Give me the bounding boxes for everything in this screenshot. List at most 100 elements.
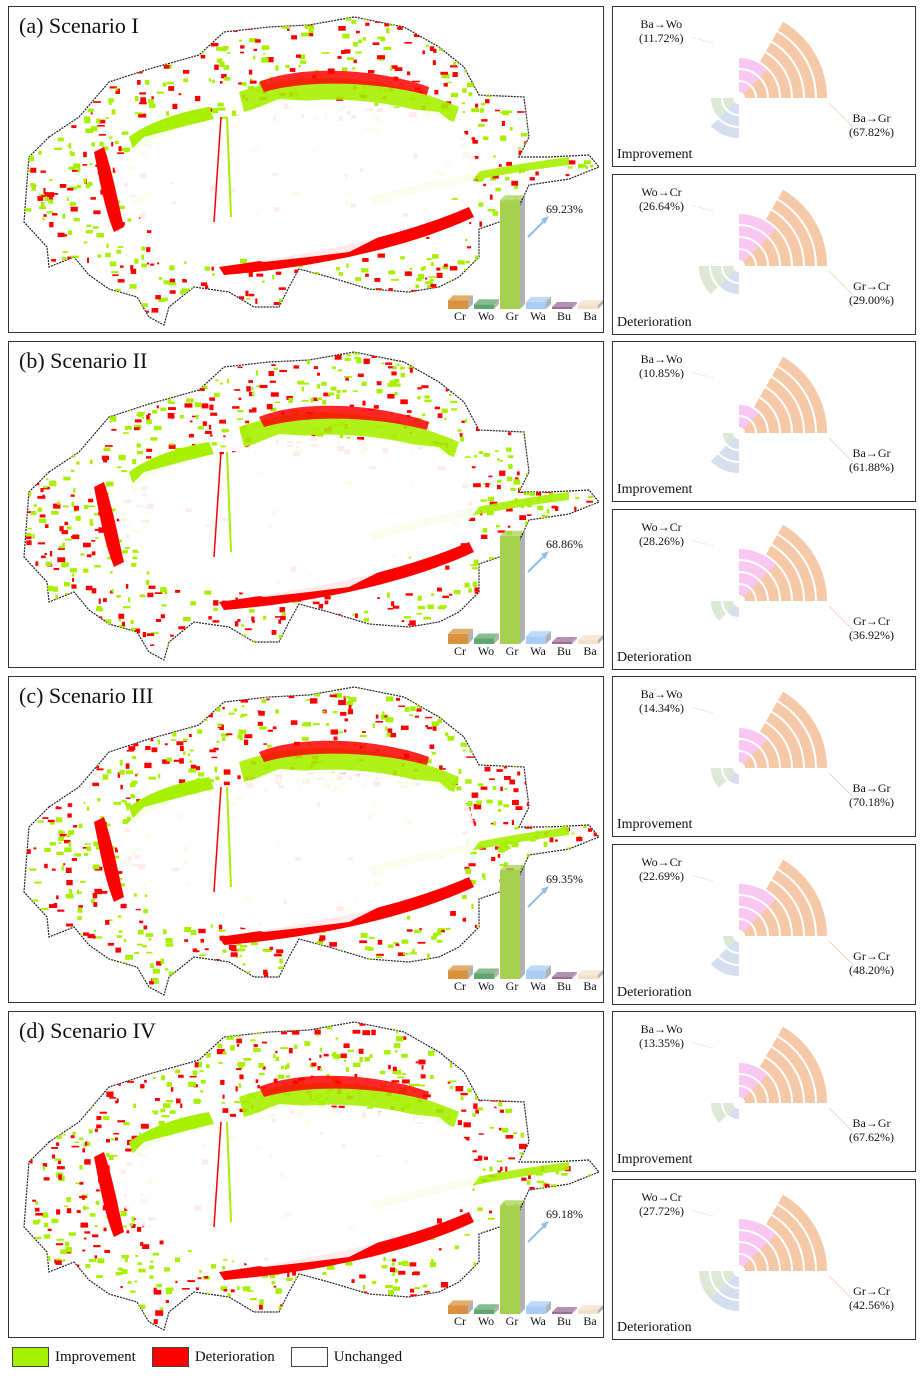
bar-Cr: [448, 628, 473, 644]
bar-top: [552, 302, 577, 307]
rose-ring: [766, 545, 803, 601]
rose-label-minor: Wo→Cr (27.72%): [639, 1190, 684, 1218]
rose-ring: [766, 1047, 803, 1103]
bar-top: [578, 1305, 603, 1311]
rose-ring: [760, 387, 791, 433]
rose-ring: [739, 250, 751, 262]
bar-top: [448, 1300, 473, 1306]
bar-top: [448, 295, 473, 301]
rose-sector-Wa: [727, 1107, 739, 1119]
change-map: [23, 16, 600, 326]
bar-Wa: [526, 631, 551, 644]
rose-ring: [766, 42, 803, 98]
rose-ring: [699, 1271, 718, 1300]
bar-front: [526, 636, 546, 644]
rose-sector-Wo: [739, 1219, 776, 1267]
bar-tick-label: Ba: [583, 979, 597, 992]
rose-ring: [778, 21, 827, 98]
bar-top: [474, 299, 499, 305]
rose-ring: [719, 1283, 739, 1299]
rose-ring: [723, 98, 735, 110]
bar-tick-label: Gr: [506, 309, 519, 322]
rose-ring: [739, 1219, 776, 1242]
panel-title: (d) Scenario IV: [19, 1018, 156, 1043]
rose-ring: [727, 940, 739, 952]
bar-front: [448, 970, 468, 979]
bar-top: [526, 296, 551, 302]
leader-line-minor: [690, 1209, 714, 1217]
rose-ring: [778, 859, 827, 936]
transition-label: Gr→Cr: [853, 279, 890, 293]
bar-Bu: [552, 1307, 577, 1314]
bar-front: [474, 304, 494, 309]
transition-value: (70.18%): [849, 795, 894, 809]
legend-item-unchanged: Unchanged: [290, 1347, 402, 1367]
bar-Wa: [526, 296, 551, 309]
arrow-head-icon: [541, 1221, 549, 1229]
rose-label-major: Gr→Cr (48.20%): [849, 949, 894, 977]
rose-ring: [711, 1271, 727, 1291]
rose-label-minor: Ba→Wo (10.85%): [639, 352, 684, 380]
legend-item-deterioration: Deterioration: [151, 1347, 275, 1367]
bar-tick-label: Cr: [454, 979, 466, 992]
rose-ring: [760, 722, 791, 768]
bar-tick-label: Bu: [557, 644, 571, 657]
leader-line-minor: [690, 36, 714, 44]
bar-side: [468, 965, 473, 979]
rose-ring: [723, 266, 735, 278]
transition-label: Ba→Gr: [852, 781, 891, 795]
transition-label: Wo→Cr: [641, 185, 682, 199]
bar-front: [448, 633, 468, 644]
bar-side: [494, 299, 499, 309]
rose-ring: [766, 1215, 803, 1271]
rose-sector-Wa: [719, 270, 739, 294]
legend-item-improvement: Improvement: [12, 1347, 136, 1367]
rose-ring: [739, 573, 759, 589]
bar-Wo: [474, 299, 499, 309]
bar-side: [546, 965, 551, 979]
bar-side: [546, 296, 551, 309]
rose-label-major: Ba→Gr (61.88%): [849, 446, 894, 474]
rose-panel-improvement: Ba→Wo (10.85%) Ba→Gr (61.88%) Improvement: [612, 341, 916, 502]
bar-front: [474, 638, 494, 644]
rose-ring: [739, 561, 768, 580]
leader-line-major: [828, 940, 854, 966]
rose-ring: [739, 728, 768, 747]
rose-sector-Gr: [742, 1026, 827, 1103]
bar-Wa: [526, 965, 551, 979]
bar-front: [526, 1306, 546, 1314]
rose-ring: [739, 1087, 751, 1099]
leader-line-minor: [690, 874, 714, 882]
bar-tick-label: Wo: [478, 1314, 494, 1327]
rose-chart: [690, 859, 854, 976]
bar-side: [572, 302, 577, 309]
rose-ring: [739, 214, 776, 237]
rose-label-minor: Wo→Cr (28.26%): [639, 520, 684, 548]
bar-tick-label: Wa: [530, 979, 546, 992]
rose-ring: [710, 119, 739, 138]
change-map: [23, 1021, 600, 1331]
rose-ring: [778, 691, 827, 768]
rose-caption: Deterioration: [617, 985, 692, 1000]
bar-tick-label: Cr: [454, 644, 466, 657]
rose-chart: [690, 189, 854, 296]
rose-label-minor: Wo→Cr (26.64%): [639, 185, 684, 213]
bar-Wo: [474, 1304, 499, 1314]
bar-tick-label: Wa: [530, 644, 546, 657]
rose-ring: [723, 936, 735, 948]
bar-side: [494, 1304, 499, 1314]
rose-sector-Wa: [727, 772, 739, 784]
rose-panel-deterioration: Wo→Cr (22.69%) Gr→Cr (48.20%) Deterioration: [612, 844, 916, 1005]
bar-tick-label: Ba: [583, 309, 597, 322]
rose-chart: [690, 691, 854, 798]
bar-tick-label: Bu: [557, 1314, 571, 1327]
transition-label: Wo→Cr: [641, 520, 682, 534]
rose-sector-Gr: [742, 691, 827, 768]
transition-value: (42.56%): [849, 1298, 894, 1312]
rose-ring: [723, 1103, 735, 1115]
rose-chart: [690, 1026, 854, 1133]
rose-ring: [739, 405, 759, 421]
transition-label: Gr→Cr: [853, 614, 890, 628]
bar-side: [494, 633, 499, 644]
transition-value: (29.00%): [849, 293, 894, 307]
